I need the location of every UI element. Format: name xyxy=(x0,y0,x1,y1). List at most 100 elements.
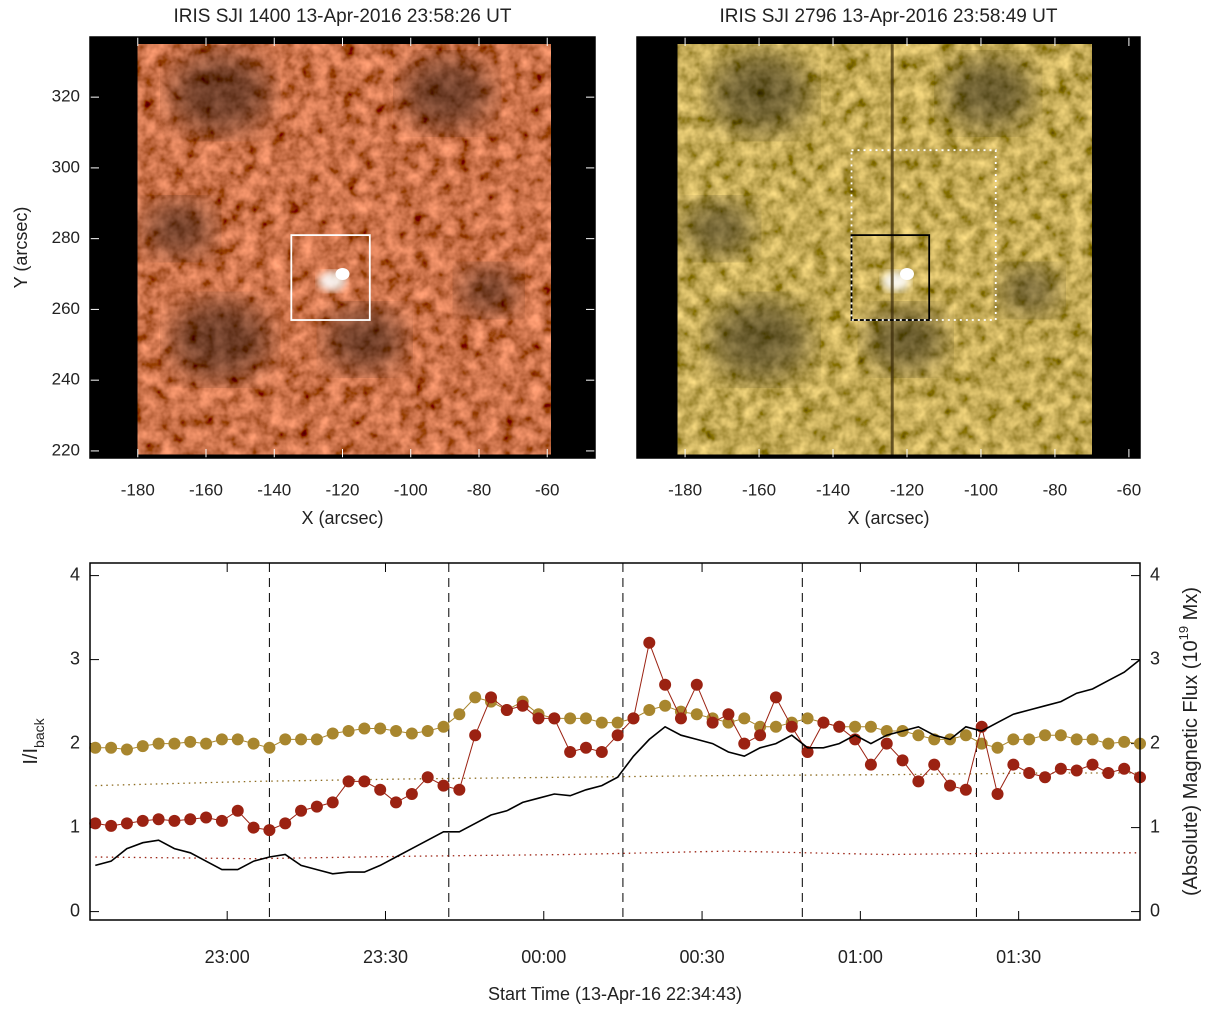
data-point xyxy=(374,722,387,735)
data-point xyxy=(611,716,624,729)
data-point xyxy=(390,725,403,737)
data-point xyxy=(1118,762,1131,775)
panel-title: IRIS SJI 1400 13-Apr-2016 23:58:26 UT xyxy=(174,6,512,27)
data-point xyxy=(1086,758,1099,771)
dark-region xyxy=(170,299,271,380)
x-tick-label: -180 xyxy=(668,480,702,499)
data-point xyxy=(358,722,371,735)
data-point xyxy=(548,712,561,725)
data-point xyxy=(785,720,798,733)
data-point xyxy=(136,740,149,753)
y-tick-label: 320 xyxy=(52,87,80,106)
x-axis-label: X (arcsec) xyxy=(847,508,929,528)
data-point xyxy=(643,704,656,716)
data-point xyxy=(944,779,957,792)
data-point xyxy=(263,824,276,837)
background-line xyxy=(95,850,1140,860)
x-tick-label: 00:30 xyxy=(680,947,725,967)
data-point xyxy=(928,758,941,771)
data-point xyxy=(833,720,846,733)
data-point xyxy=(896,754,909,767)
label-main: I/I xyxy=(20,748,42,765)
bright-core xyxy=(899,268,914,281)
data-point xyxy=(627,712,640,725)
plot-frame xyxy=(89,36,596,459)
data-point xyxy=(453,783,466,796)
y-tick-label: 2 xyxy=(70,732,80,752)
data-point xyxy=(991,788,1004,800)
y-axis-label: I/Iback xyxy=(20,717,46,764)
data-point xyxy=(231,804,244,817)
data-point xyxy=(279,733,292,746)
data-point xyxy=(564,712,577,725)
data-point xyxy=(421,771,434,784)
data-point xyxy=(89,817,102,830)
data-point xyxy=(453,708,466,721)
data-point xyxy=(690,708,703,721)
x-axis-label: X (arcsec) xyxy=(301,508,383,528)
y-tick-label: 280 xyxy=(52,228,80,247)
dark-region xyxy=(324,307,405,372)
data-point xyxy=(659,678,672,691)
y-tick-label: 1 xyxy=(70,816,80,836)
data-point xyxy=(295,804,308,817)
data-point xyxy=(801,712,814,725)
data-point xyxy=(769,691,782,704)
y2-tick-label: 3 xyxy=(1150,648,1160,668)
x-axis-label: Start Time (13-Apr-16 22:34:43) xyxy=(488,984,742,1004)
data-point xyxy=(295,733,308,746)
data-point xyxy=(168,814,181,827)
data-point xyxy=(754,720,767,733)
data-point xyxy=(136,814,149,827)
data-point xyxy=(374,783,387,796)
data-point xyxy=(421,725,434,737)
flux-line xyxy=(95,658,1141,875)
y-axis-label: Y (arcsec) xyxy=(11,207,31,289)
data-point xyxy=(959,729,972,742)
y-tick-label: 3 xyxy=(70,648,80,668)
data-point xyxy=(754,729,767,742)
data-point xyxy=(469,729,482,742)
data-point xyxy=(405,788,418,800)
data-point xyxy=(959,783,972,796)
data-point xyxy=(152,737,165,750)
data-point xyxy=(469,691,482,704)
data-point xyxy=(390,796,403,809)
data-point xyxy=(1007,758,1020,771)
data-point xyxy=(864,758,877,771)
data-point xyxy=(326,796,339,809)
data-point xyxy=(564,746,577,758)
data-point xyxy=(1039,729,1052,742)
y2-axis-label: (Absolute) Magnetic Flux (1019 Mx) xyxy=(1176,587,1202,896)
region-box xyxy=(850,149,997,321)
data-point xyxy=(579,741,592,754)
data-point xyxy=(231,733,244,746)
y2-tick-label: 2 xyxy=(1150,732,1160,752)
region-box xyxy=(850,234,931,321)
data-point xyxy=(342,775,355,788)
data-point xyxy=(659,699,672,712)
data-point xyxy=(722,708,735,721)
x-tick-label: -80 xyxy=(1043,480,1068,499)
x-tick-label: -160 xyxy=(189,480,223,499)
data-point xyxy=(801,746,814,758)
data-point xyxy=(120,743,133,756)
data-point xyxy=(200,811,213,824)
data-point xyxy=(247,821,260,834)
dark-region xyxy=(999,266,1060,315)
data-point xyxy=(437,779,450,792)
data-point xyxy=(1054,729,1067,742)
data-point xyxy=(105,819,118,832)
panel-title: IRIS SJI 2796 13-Apr-2016 23:58:49 UT xyxy=(720,6,1058,27)
data-point xyxy=(168,737,181,750)
x-tick-label: -80 xyxy=(467,480,492,499)
data-point xyxy=(706,716,719,729)
data-point xyxy=(1023,767,1036,779)
data-point xyxy=(1039,771,1052,784)
data-point xyxy=(342,725,355,737)
x-tick-label: -100 xyxy=(394,480,428,499)
data-point xyxy=(738,737,751,750)
image-features xyxy=(684,53,1060,380)
data-point xyxy=(643,636,656,649)
